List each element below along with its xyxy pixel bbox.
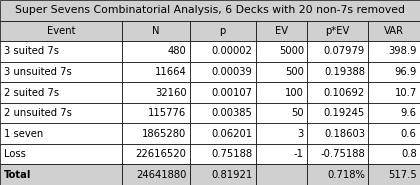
Bar <box>368 123 420 144</box>
Text: 0.75188: 0.75188 <box>211 149 252 159</box>
Bar <box>122 62 190 82</box>
Bar <box>190 62 256 82</box>
Bar <box>122 21 190 41</box>
Text: 517.5: 517.5 <box>388 170 417 180</box>
Bar <box>122 82 190 103</box>
Bar <box>307 144 368 164</box>
Bar <box>368 103 420 123</box>
Text: 0.00039: 0.00039 <box>211 67 252 77</box>
Bar <box>307 82 368 103</box>
Bar <box>256 62 307 82</box>
Bar <box>190 82 256 103</box>
Bar <box>368 21 420 41</box>
Text: Total: Total <box>4 170 32 180</box>
Text: 1865280: 1865280 <box>142 129 186 139</box>
Bar <box>307 41 368 62</box>
Bar <box>0 41 122 62</box>
Text: 0.10692: 0.10692 <box>324 88 365 97</box>
Bar <box>190 144 256 164</box>
Text: 100: 100 <box>285 88 304 97</box>
Text: VAR: VAR <box>384 26 404 36</box>
Bar <box>256 123 307 144</box>
Bar <box>0 62 122 82</box>
Text: Loss: Loss <box>4 149 26 159</box>
Bar <box>256 144 307 164</box>
Bar <box>307 21 368 41</box>
Bar <box>0 82 122 103</box>
Text: Super Sevens Combinatorial Analysis, 6 Decks with 20 non-7s removed: Super Sevens Combinatorial Analysis, 6 D… <box>15 5 405 15</box>
Text: 10.7: 10.7 <box>394 88 417 97</box>
Bar <box>368 62 420 82</box>
Text: 3: 3 <box>298 129 304 139</box>
Bar <box>0 164 122 185</box>
Text: 115776: 115776 <box>148 108 186 118</box>
Bar <box>307 164 368 185</box>
Bar <box>256 103 307 123</box>
Bar <box>122 41 190 62</box>
Text: 32160: 32160 <box>155 88 186 97</box>
Bar <box>256 82 307 103</box>
Bar <box>256 41 307 62</box>
Text: 3 suited 7s: 3 suited 7s <box>4 46 59 56</box>
Bar <box>256 21 307 41</box>
Bar <box>122 123 190 144</box>
Bar <box>190 41 256 62</box>
Text: 0.00385: 0.00385 <box>211 108 252 118</box>
Bar <box>122 103 190 123</box>
Bar <box>307 123 368 144</box>
Text: 0.19245: 0.19245 <box>324 108 365 118</box>
Text: 24641880: 24641880 <box>136 170 186 180</box>
Text: 480: 480 <box>168 46 186 56</box>
Text: 3 unsuited 7s: 3 unsuited 7s <box>4 67 72 77</box>
Bar <box>190 103 256 123</box>
Bar <box>122 144 190 164</box>
Text: EV: EV <box>275 26 288 36</box>
Text: 0.00107: 0.00107 <box>211 88 252 97</box>
Text: 0.06201: 0.06201 <box>211 129 252 139</box>
Bar <box>368 41 420 62</box>
Bar <box>0 144 122 164</box>
Text: 0.81921: 0.81921 <box>211 170 252 180</box>
Text: p: p <box>220 26 226 36</box>
Bar <box>190 21 256 41</box>
Text: 11664: 11664 <box>155 67 186 77</box>
Bar <box>368 82 420 103</box>
Text: 50: 50 <box>291 108 304 118</box>
Text: 0.00002: 0.00002 <box>211 46 252 56</box>
Text: 2 suited 7s: 2 suited 7s <box>4 88 59 97</box>
Bar <box>0 21 122 41</box>
Text: 96.9: 96.9 <box>394 67 417 77</box>
Bar <box>307 103 368 123</box>
Text: 9.6: 9.6 <box>401 108 417 118</box>
Bar <box>0 0 420 21</box>
Text: 5000: 5000 <box>279 46 304 56</box>
Bar <box>256 164 307 185</box>
Bar <box>368 144 420 164</box>
Text: 22616520: 22616520 <box>136 149 186 159</box>
Bar <box>190 123 256 144</box>
Text: 398.9: 398.9 <box>388 46 417 56</box>
Bar <box>0 103 122 123</box>
Text: 500: 500 <box>285 67 304 77</box>
Text: N: N <box>152 26 160 36</box>
Bar <box>368 164 420 185</box>
Text: -0.75188: -0.75188 <box>320 149 365 159</box>
Bar <box>307 62 368 82</box>
Text: 0.718%: 0.718% <box>327 170 365 180</box>
Bar <box>122 164 190 185</box>
Text: 2 unsuited 7s: 2 unsuited 7s <box>4 108 72 118</box>
Text: 0.19388: 0.19388 <box>324 67 365 77</box>
Text: Event: Event <box>47 26 75 36</box>
Text: -1: -1 <box>294 149 304 159</box>
Text: 1 seven: 1 seven <box>4 129 43 139</box>
Bar <box>190 164 256 185</box>
Text: p*EV: p*EV <box>326 26 350 36</box>
Text: 0.8: 0.8 <box>401 149 417 159</box>
Text: 0.18603: 0.18603 <box>324 129 365 139</box>
Text: 0.07979: 0.07979 <box>324 46 365 56</box>
Bar <box>0 123 122 144</box>
Text: 0.6: 0.6 <box>401 129 417 139</box>
